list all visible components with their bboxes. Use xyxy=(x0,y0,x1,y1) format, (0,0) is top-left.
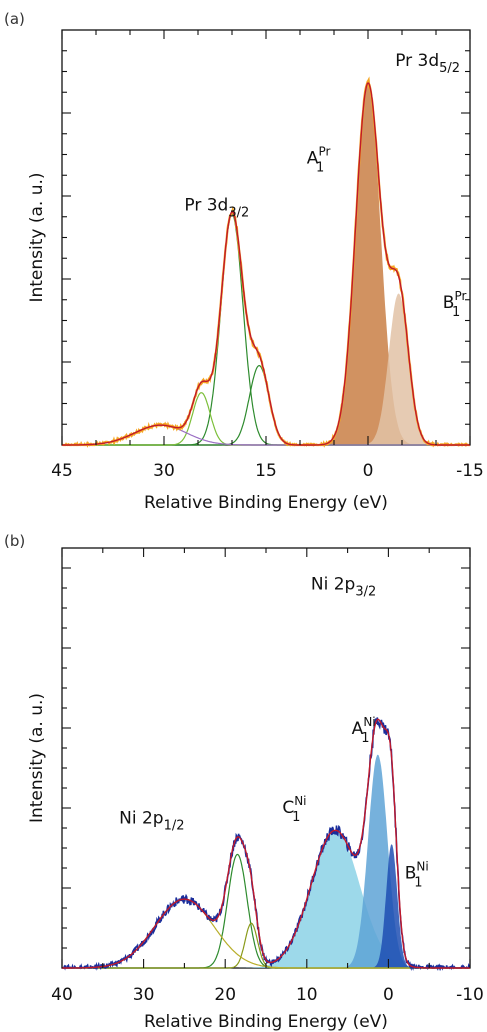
x-tick-label: 40 xyxy=(51,985,73,1005)
x-tick-label: 0 xyxy=(383,985,394,1005)
peak-annotation-1: Pr 3d5/2 xyxy=(395,51,460,76)
component-fill-0 xyxy=(62,84,470,445)
component-fill-1 xyxy=(62,293,470,445)
peak-annotation-0: Pr 3d3/2 xyxy=(184,195,249,220)
x-tick-label: 30 xyxy=(133,985,155,1005)
panel-label: (b) xyxy=(4,532,25,550)
x-tick-label: 10 xyxy=(296,985,318,1005)
fit-envelope xyxy=(62,718,470,969)
x-tick-label: 45 xyxy=(51,461,73,481)
fit-envelope xyxy=(62,82,470,446)
panel-label: (a) xyxy=(4,10,25,28)
peak-annotation-4: BNi 1 xyxy=(405,859,429,890)
component-fill-1 xyxy=(62,754,470,968)
x-axis-title: Relative Binding Energy (eV) xyxy=(144,493,388,513)
plot-frame xyxy=(61,547,471,969)
panel-b: (b) 40 30 20 10 0 -10 Relative Binding Energy (… xyxy=(4,532,484,1032)
x-tick-label: 30 xyxy=(153,461,175,481)
peak-annotation-2: APr 1 xyxy=(307,145,331,176)
data-trace xyxy=(62,717,471,972)
x-axis-title: Relative Binding Energy (eV) xyxy=(144,1012,388,1032)
peak-annotation-1: Ni 2p3/2 xyxy=(311,574,376,599)
peak-annotation-3: CNi 1 xyxy=(282,794,306,825)
component-fill-0 xyxy=(62,830,470,968)
component-fill-2 xyxy=(62,844,470,968)
y-axis-title: Intensity (a. u.) xyxy=(27,172,47,302)
panel-a: (a) 45 30 15 0 -15 Relative Binding Energy (eV… xyxy=(4,10,484,513)
x-tick-label: 15 xyxy=(255,461,277,481)
peak-annotation-0: Ni 2p1/2 xyxy=(119,808,184,833)
peak-annotation-2: ANi 1 xyxy=(352,715,376,746)
x-tick-label: 20 xyxy=(214,985,236,1005)
x-tick-label: -15 xyxy=(456,461,484,481)
x-tick-label: -10 xyxy=(456,985,484,1005)
peak-annotation-3: BPr 1 xyxy=(443,289,467,320)
x-tick-label: 0 xyxy=(363,461,374,481)
y-axis-title: Intensity (a. u.) xyxy=(27,693,47,823)
